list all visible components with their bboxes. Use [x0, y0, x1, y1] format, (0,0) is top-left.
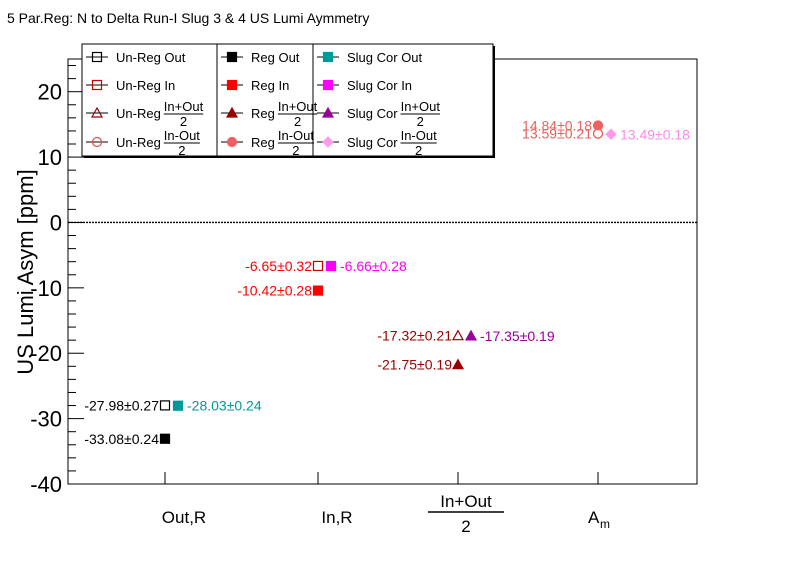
data-label: -28.03±0.24 — [187, 398, 262, 414]
data-points — [159, 120, 617, 444]
legend-fraction-numerator: In-Out — [401, 128, 438, 143]
legend-entry-label: Slug Cor In — [347, 78, 412, 93]
legend-entry-label: Reg Out — [251, 50, 300, 65]
legend-fraction-denominator: 2 — [417, 114, 424, 129]
data-point — [325, 260, 337, 272]
data-label: -33.08±0.24 — [84, 431, 159, 447]
data-point — [451, 329, 465, 341]
y-axis-label: US Lumi Asym [ppm] — [13, 169, 38, 374]
legend-marker — [322, 51, 334, 63]
legend-fraction-denominator: 2 — [415, 143, 422, 158]
legend-entry-label: Un-Reg — [116, 106, 161, 121]
legend-marker — [91, 51, 103, 63]
data-point — [605, 128, 617, 140]
data-label: -27.98±0.27 — [84, 397, 159, 413]
data-label: -6.66±0.28 — [340, 258, 407, 274]
legend-marker — [91, 136, 103, 148]
legend-box — [81, 43, 494, 157]
data-label: 13.59±0.21 — [522, 126, 592, 142]
y-tick-label: 10 — [38, 145, 62, 170]
legend-fraction-denominator: 2 — [180, 114, 187, 129]
legend-fraction-denominator: 2 — [294, 114, 301, 129]
legend-fraction-denominator: 2 — [178, 143, 185, 158]
y-tick-label: -30 — [30, 407, 62, 432]
legend-entry-label: Reg — [251, 135, 275, 150]
data-label: -21.75±0.19 — [377, 357, 452, 373]
data-point — [451, 358, 465, 370]
legend-fraction-numerator: In+Out — [164, 99, 204, 114]
data-label: -17.32±0.21 — [377, 328, 452, 344]
x-tick-label-numerator: In+Out — [440, 492, 492, 511]
data-label: -17.35±0.19 — [480, 328, 555, 344]
y-tick-label: 0 — [50, 210, 62, 235]
legend-marker — [90, 106, 104, 118]
y-tick-label: -20 — [30, 341, 62, 366]
data-point — [592, 120, 604, 131]
y-tick-label: -40 — [30, 472, 62, 497]
legend-fraction-numerator: In-Out — [164, 128, 201, 143]
legend-fraction-numerator: In+Out — [278, 99, 318, 114]
legend-entry-label: Reg — [251, 106, 275, 121]
legend-marker — [226, 51, 238, 63]
legend-marker — [226, 136, 238, 148]
data-point — [312, 285, 324, 296]
legend-marker — [226, 79, 238, 91]
legend-fraction-numerator: In-Out — [278, 128, 315, 143]
data-point — [464, 329, 478, 341]
legend-marker — [322, 136, 334, 148]
y-tick-label: -10 — [30, 276, 62, 301]
x-tick-label: In,R — [321, 508, 352, 527]
legend-fraction-denominator: 2 — [292, 143, 299, 158]
legend-entry-label: Slug Cor — [347, 106, 398, 121]
data-point — [172, 400, 184, 411]
x-tick-label: A — [588, 508, 600, 527]
x-tick-label-subscript: m — [600, 517, 610, 531]
x-tick-label-denominator: 2 — [461, 517, 470, 536]
y-tick-label: 20 — [38, 80, 62, 105]
chart-title: 5 Par.Reg: N to Delta Run-I Slug 3 & 4 U… — [7, 10, 369, 26]
data-label: -10.42±0.28 — [237, 283, 312, 299]
legend-entry-label: Slug Cor Out — [347, 50, 423, 65]
y-axis: 20 10 0 -10 -20 -30 -40 — [30, 65, 84, 497]
legend-marker — [225, 106, 239, 118]
data-label: -6.65±0.32 — [245, 258, 312, 274]
legend-entry-label: Reg In — [251, 78, 289, 93]
legend-marker — [91, 79, 103, 91]
legend-entry-label: Un-Reg In — [116, 78, 175, 93]
legend-marker — [321, 106, 335, 118]
data-point — [159, 400, 171, 411]
legend-entry-label: Slug Cor — [347, 135, 398, 150]
legend-entry-label: Un-Reg — [116, 135, 161, 150]
legend-entry-label: Un-Reg Out — [116, 50, 186, 65]
data-point — [159, 433, 171, 444]
legend-marker — [322, 79, 334, 91]
legend-fraction-numerator: In+Out — [401, 99, 441, 114]
data-labels: -27.98±0.27 -33.08±0.24 -28.03±0.24 -6.65±0… — [84, 117, 690, 446]
data-label: 14.84±0.18 — [522, 117, 592, 133]
data-point — [312, 260, 324, 272]
x-tick-label: Out,R — [162, 508, 206, 527]
data-label: 13.49±0.18 — [620, 126, 690, 142]
